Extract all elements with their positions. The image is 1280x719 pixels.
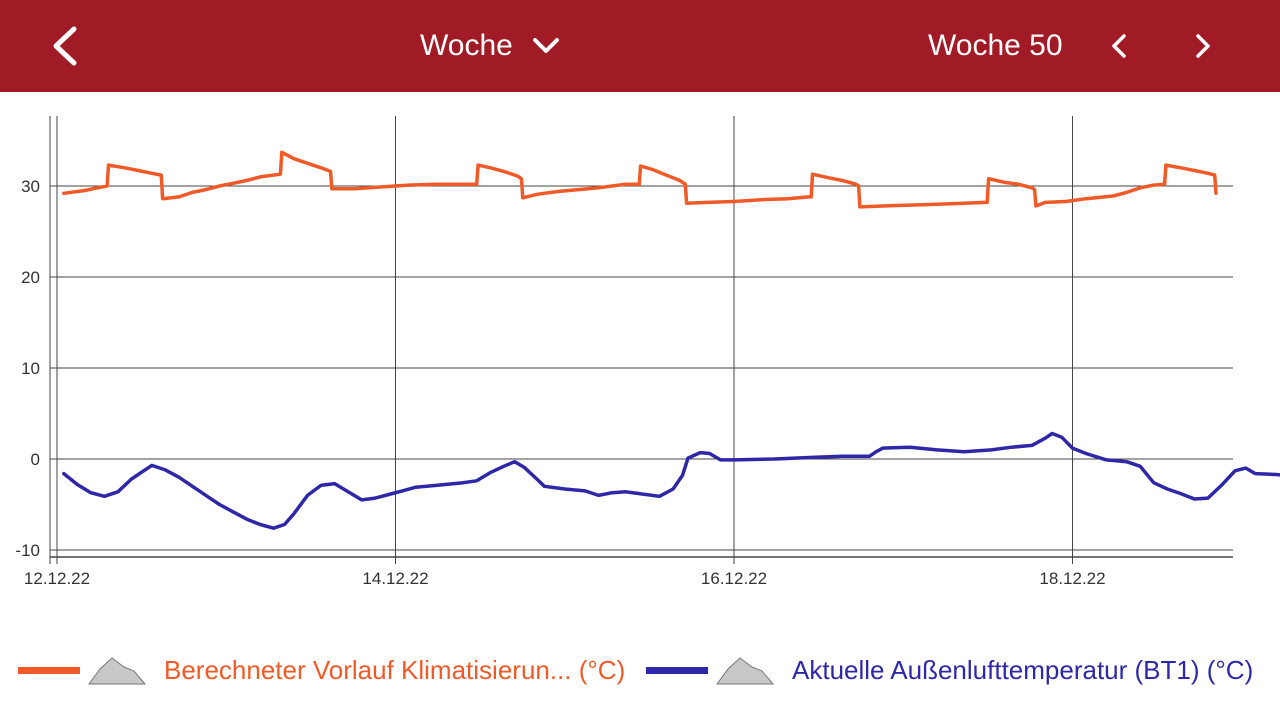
next-week-button[interactable] [1181, 22, 1225, 70]
legend-item-flow-temperature[interactable]: Berechneter Vorlauf Klimatisierun... (°C… [18, 640, 625, 700]
legend-swatch-outdoor [646, 666, 708, 674]
chart-series [62, 150, 1280, 530]
period-label: Woche [420, 29, 513, 62]
y-tick-label: -10 [15, 541, 40, 560]
line-chart: 30 20 10 0 -10 12.12.22 14.12.22 16.12.22 18.12.… [15, 116, 1280, 588]
x-tick-label: 18.12.22 [1039, 569, 1105, 588]
x-tick-label: 16.12.22 [701, 569, 767, 588]
area-chart-icon [716, 657, 774, 685]
chevron-left-icon [1112, 34, 1126, 58]
series-line-flow-temperature [62, 150, 1218, 209]
chart-grid [49, 116, 1233, 564]
legend-swatch-flow [18, 666, 80, 674]
chevron-down-icon [531, 36, 561, 56]
period-dropdown[interactable]: Woche [420, 22, 561, 70]
series-line-outdoor-temperature [62, 431, 1280, 530]
x-tick-label: 12.12.22 [24, 569, 90, 588]
previous-week-button[interactable] [1097, 22, 1141, 70]
back-button[interactable] [40, 22, 90, 70]
chart-area[interactable]: 30 20 10 0 -10 12.12.22 14.12.22 16.12.22 18.12.… [0, 92, 1280, 622]
y-tick-label: 30 [21, 177, 40, 196]
chart-tick-labels: 30 20 10 0 -10 12.12.22 14.12.22 16.12.22 18.12.… [15, 177, 1105, 588]
y-tick-label: 0 [31, 450, 40, 469]
top-bar: Woche Woche 50 [0, 0, 1280, 92]
y-tick-label: 20 [21, 268, 40, 287]
legend-label-outdoor: Aktuelle Außenlufttemperatur (BT1) (°C) [792, 654, 1254, 685]
legend-item-outdoor-temperature[interactable]: Aktuelle Außenlufttemperatur (BT1) (°C) [646, 640, 1253, 700]
x-tick-label: 14.12.22 [362, 569, 428, 588]
legend-label-flow: Berechneter Vorlauf Klimatisierun... (°C… [164, 654, 626, 685]
chart-legend: Berechneter Vorlauf Klimatisierun... (°C… [0, 640, 1280, 700]
chevron-left-icon [53, 26, 77, 66]
area-chart-icon [88, 657, 146, 685]
chevron-right-icon [1196, 34, 1210, 58]
y-tick-label: 10 [21, 359, 40, 378]
week-label: Woche 50 [928, 29, 1063, 62]
